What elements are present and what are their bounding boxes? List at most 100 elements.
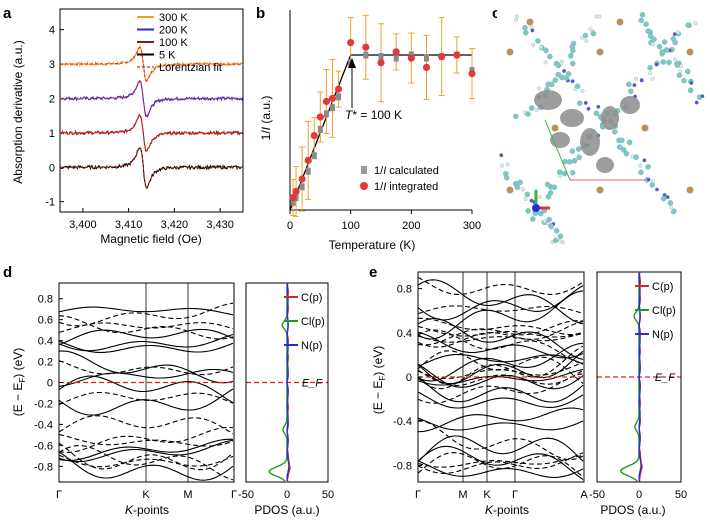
panel-c-atom	[542, 219, 547, 223]
pdos-curve	[638, 271, 642, 483]
band-line	[417, 329, 584, 365]
band-ytick-label: 0.6	[38, 315, 53, 327]
band-kpoint-label: M	[458, 489, 467, 501]
band-ytick-label: -0.2	[34, 398, 53, 410]
panel-letter-b: b	[256, 5, 265, 22]
band-line	[417, 318, 584, 360]
panel-c-atom	[524, 191, 531, 198]
band-line	[417, 363, 584, 390]
panel-c-density-lobe	[580, 128, 600, 156]
band-line	[58, 445, 234, 481]
band-ytick-label: -0.4	[393, 416, 412, 428]
band-kpoint-label: A	[580, 489, 588, 501]
panel-c-atom	[672, 32, 677, 37]
panel-letter-a: a	[3, 5, 12, 22]
panel-c-atoms	[499, 11, 705, 245]
pdos-legend-label: C(p)	[301, 292, 322, 304]
panel-c-atom	[551, 184, 558, 191]
panel-a-xtick-label: 3,420	[161, 219, 189, 231]
panel-c-atom	[514, 18, 518, 23]
panel-c-metal-atom	[596, 186, 604, 194]
panel-c-density-lobe	[620, 96, 640, 114]
panel-c-atom	[678, 69, 683, 74]
panel-c-atom	[619, 137, 625, 144]
band-line	[417, 325, 584, 338]
band-line	[417, 407, 584, 433]
panel-c-atom	[583, 100, 588, 105]
panel-c-atom	[522, 24, 528, 31]
panel-c-atom	[503, 174, 510, 181]
panel-c-atom	[575, 146, 582, 152]
band-ytick-label: 0	[47, 378, 53, 390]
panel-c-atom	[633, 154, 639, 160]
band-line	[58, 333, 234, 352]
panel-b-point-integrated	[304, 156, 312, 164]
panel-c-atom	[523, 29, 529, 36]
panel-b-point-calculated	[317, 125, 323, 133]
band-line	[58, 368, 234, 387]
band-line	[417, 417, 584, 431]
panel-c-atom	[555, 71, 561, 78]
panel-b-point-integrated	[322, 97, 330, 106]
band-line	[58, 426, 234, 453]
panel-c-atom	[651, 42, 655, 47]
band-line	[417, 435, 584, 463]
panel-c-atom	[674, 62, 681, 68]
panel-b-point-integrated	[347, 39, 355, 47]
panel-c-metal-atom	[526, 18, 534, 26]
panel-a-legend-label: 100 K	[159, 37, 188, 49]
panel-c-atom	[673, 57, 677, 62]
panel-c-metal-atom	[686, 48, 694, 56]
band-line	[58, 315, 234, 340]
panel-c-atom	[525, 208, 531, 214]
band-line	[417, 452, 584, 474]
panel-b-point-calculated	[424, 54, 429, 62]
panel-c-atom	[544, 181, 551, 188]
panel-c-atom	[639, 11, 646, 18]
panel-c-atom	[570, 60, 576, 67]
panel-c-atom	[646, 177, 651, 182]
panel-c-atom	[597, 14, 602, 19]
band-line	[418, 317, 584, 336]
band-line	[58, 438, 234, 461]
band-kpoint-label: Γ	[231, 489, 237, 501]
band-line	[417, 445, 584, 480]
panel-a-xticks: 3,400 3,410 3,420 3,430	[69, 208, 234, 231]
band-kpoint-label: Γ	[512, 489, 518, 501]
fermi-label: E_F	[655, 372, 676, 384]
panel-a-fit-100k	[60, 113, 243, 152]
panel-b-point-integrated	[468, 70, 476, 78]
panel-b-annotation: T* = 100 K	[345, 108, 402, 122]
band-line	[417, 285, 584, 321]
panel-a-legend-label: Lorentzian fit	[159, 62, 222, 74]
panel-c-atom	[612, 129, 618, 135]
band-line	[58, 375, 234, 404]
panel-c-cell-edge-green	[544, 119, 571, 181]
panel-c-atom	[538, 210, 544, 217]
panel-c-atom	[557, 233, 564, 240]
panel-c-crystal-structure	[497, 10, 705, 248]
panel-c-atom	[569, 169, 576, 176]
panel-c-atom	[571, 157, 578, 164]
pdos-legend-label: N(p)	[301, 340, 322, 352]
panel-a-legend-label: 300 K	[159, 12, 188, 24]
panel-c-atom	[623, 150, 630, 157]
pdos-xtick-label: -50	[238, 489, 254, 501]
panel-b-point-integrated	[289, 194, 297, 202]
band-line	[58, 322, 234, 333]
panel-c-atom	[556, 169, 563, 175]
panel-c-atom	[643, 21, 649, 27]
panel-b-legend-calc-marker	[361, 166, 367, 174]
panel-c-atom	[671, 208, 677, 214]
band-line	[417, 391, 584, 409]
panel-c-atom	[535, 38, 541, 44]
panel-b-point-integrated	[422, 63, 431, 71]
band-line	[417, 373, 584, 404]
panel-c-atom	[687, 87, 694, 94]
panel-b-point-calculated	[323, 110, 329, 118]
panel-c-atom	[656, 43, 663, 50]
panel-a-ytick-label: 4	[49, 25, 55, 37]
panel-a-legend-label: 200 K	[159, 25, 188, 37]
panel-c-atom	[543, 60, 548, 65]
